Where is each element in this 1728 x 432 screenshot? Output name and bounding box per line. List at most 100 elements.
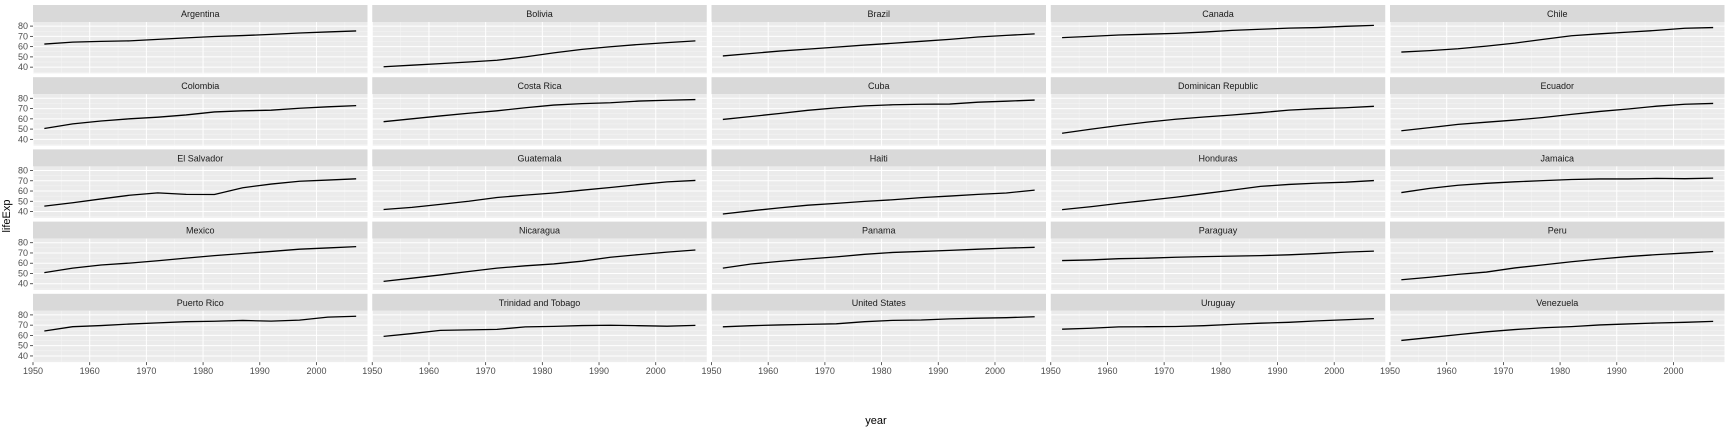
x-tick-label: 1950 — [23, 366, 43, 376]
x-tick-label: 1960 — [1437, 366, 1457, 376]
facet-panel: Jamaica — [1389, 149, 1725, 218]
x-tick-label: 1980 — [1550, 366, 1570, 376]
x-tick-label: 1990 — [1607, 366, 1627, 376]
x-tick-label: 1980 — [1211, 366, 1231, 376]
facet-panel: Dominican Republic — [1050, 77, 1386, 146]
facet-panels: Argentina Bolivia Brazil Canada Chile Colombi… — [32, 5, 1725, 363]
series-line — [1062, 179, 1374, 211]
facet-panel: Panama — [711, 221, 1046, 290]
series-line — [1061, 105, 1374, 134]
facet-strip-label: Honduras — [1198, 153, 1238, 163]
series-line — [722, 316, 1035, 328]
panel-background — [33, 22, 368, 74]
facet-strip — [33, 149, 368, 167]
facet-strip-label: Venezuela — [1536, 298, 1578, 308]
facet-strip-label: Haiti — [870, 153, 888, 163]
series-line — [1401, 250, 1714, 281]
facet-panel: Chile — [1389, 5, 1725, 74]
x-tick-label: 1970 — [476, 366, 496, 376]
facet-panel: Uruguay — [1050, 293, 1386, 363]
panel-background — [372, 94, 707, 146]
facet-panel: Ecuador — [1389, 77, 1725, 146]
facet-panel: Peru — [1389, 221, 1725, 290]
x-tick-label: 1980 — [193, 366, 213, 376]
facet-strip-label: Paraguay — [1199, 226, 1238, 236]
facet-strip — [711, 221, 1046, 239]
panel-background — [372, 310, 707, 363]
facet-strip-label: Jamaica — [1540, 153, 1574, 163]
facet-strip — [372, 149, 707, 167]
facet-strip — [711, 5, 1046, 22]
facet-strip-label: Argentina — [181, 9, 220, 19]
x-tick-label: 2000 — [985, 366, 1005, 376]
facet-strip — [1050, 5, 1386, 22]
series-line — [44, 315, 357, 332]
y-tick-label: 80 — [18, 21, 28, 31]
facet-panel: El Salvador — [32, 149, 368, 218]
series-line — [383, 40, 696, 68]
facet-strip — [33, 293, 368, 311]
facet-strip — [372, 293, 707, 311]
series-line — [44, 178, 357, 207]
facet-panel: Haiti — [711, 149, 1046, 218]
facet-strip-label: Puerto Rico — [177, 298, 224, 308]
series-line — [1401, 102, 1714, 132]
y-tick-label: 50 — [18, 268, 28, 278]
y-axis-ticks: 4050607080405060708040506070804050607080… — [18, 21, 33, 361]
y-tick-label: 60 — [18, 42, 28, 52]
facet-strip-label: Panama — [862, 226, 896, 236]
y-tick-label: 60 — [18, 258, 28, 268]
facet-panel: Puerto Rico — [32, 293, 368, 363]
x-tick-label: 1950 — [362, 366, 382, 376]
series-line — [383, 324, 696, 337]
facet-strip — [1390, 77, 1725, 95]
y-tick-label: 70 — [18, 176, 28, 186]
series-line — [383, 249, 696, 283]
facet-strip-label: Brazil — [867, 9, 890, 19]
y-tick-label: 80 — [18, 238, 28, 248]
y-tick-label: 40 — [18, 134, 28, 144]
series-line — [1401, 26, 1714, 53]
x-tick-label: 1970 — [815, 366, 835, 376]
facet-strip-label: Ecuador — [1540, 81, 1574, 91]
facet-strip-label: Canada — [1202, 9, 1234, 19]
x-tick-label: 1950 — [1380, 366, 1400, 376]
panel-background — [33, 166, 368, 218]
facet-strip — [372, 77, 707, 95]
x-tick-label: 1960 — [419, 366, 439, 376]
x-tick-label: 1970 — [136, 366, 156, 376]
facet-panel: Brazil — [711, 5, 1046, 74]
facet-strip-label: El Salvador — [177, 153, 223, 163]
facet-panel: Guatemala — [371, 149, 707, 218]
series-line — [383, 179, 696, 211]
y-tick-label: 70 — [18, 320, 28, 330]
series-line — [1062, 250, 1374, 262]
facet-strip — [711, 293, 1046, 311]
facet-strip — [1050, 221, 1386, 239]
x-tick-label: 1960 — [1097, 366, 1117, 376]
facet-panel: Honduras — [1050, 149, 1386, 218]
facet-panel: Costa Rica — [371, 77, 707, 146]
facet-panel: Cuba — [711, 77, 1046, 146]
facet-strip — [372, 5, 707, 22]
facet-strip-label: Chile — [1547, 9, 1568, 19]
facet-strip — [1390, 5, 1725, 22]
facet-strip — [711, 77, 1046, 95]
panel-background — [1390, 94, 1725, 146]
facet-strip-label: Nicaragua — [519, 226, 560, 236]
series-line — [722, 33, 1035, 57]
facet-strip-label: Mexico — [186, 226, 215, 236]
facet-strip — [1050, 77, 1386, 95]
y-tick-label: 80 — [18, 310, 28, 320]
x-tick-label: 1970 — [1154, 366, 1174, 376]
facet-strip-label: Guatemala — [517, 153, 561, 163]
facet-panel: United States — [711, 293, 1046, 363]
series-line — [383, 98, 696, 123]
panel-background — [1050, 22, 1386, 74]
x-tick-label: 2000 — [1663, 366, 1683, 376]
x-tick-label: 2000 — [306, 366, 326, 376]
facet-strip-label: Bolivia — [526, 9, 553, 19]
facet-panel: Venezuela — [1389, 293, 1725, 363]
y-tick-label: 50 — [18, 196, 28, 206]
facet-strip-label: Cuba — [868, 81, 890, 91]
